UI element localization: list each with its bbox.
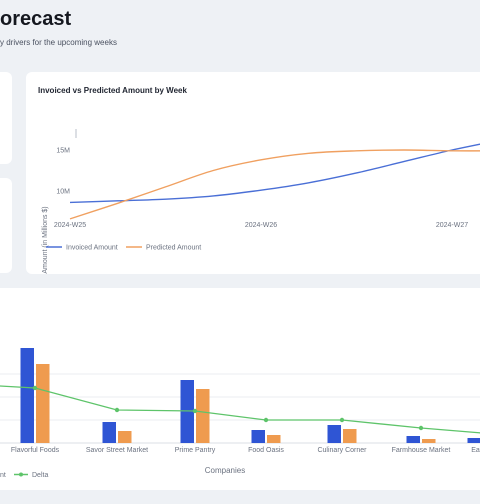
delta-point: [263, 417, 269, 423]
legend-label: Predicted Amount: [146, 245, 201, 252]
category-label: Prime Pantry: [175, 447, 216, 454]
bar-chart: Flavorful Foods Savor Street Market Prime …: [0, 348, 480, 479]
category-label: Food Oasis: [248, 447, 284, 454]
x-tick-label: 2024-W25: [54, 222, 86, 229]
bar-series-2: [343, 429, 357, 443]
y-tick-label: 15M: [56, 148, 70, 155]
category-label: Farmhouse Market: [392, 447, 451, 454]
category-label: Savor Street Market: [86, 447, 148, 454]
legend-label: Invoiced Amount: [66, 245, 118, 252]
bar-series-1: [102, 422, 116, 443]
predicted-amount-line: [69, 149, 480, 220]
category-label: Culinary Corner: [317, 447, 367, 454]
bar-chart-card: Flavorful Foods Savor Street Market Prime …: [0, 288, 480, 490]
x-tick-label: 2024-W26: [245, 222, 277, 229]
bar-series-1: [406, 436, 420, 443]
bar-series-1: [251, 430, 265, 443]
bar-series-1: [20, 348, 34, 443]
bar-series-2: [118, 431, 132, 443]
left-card-bottom: [0, 178, 12, 273]
x-axis-label: Companies: [205, 466, 245, 475]
delta-point: [32, 385, 38, 391]
bar-series-2: [267, 435, 281, 443]
category-label: Eater's: [471, 447, 480, 454]
line-chart-card: Invoiced vs Predicted Amount by Week Amo…: [26, 72, 480, 274]
bar-series-1: [327, 425, 341, 443]
delta-line: [0, 385, 480, 434]
invoiced-amount-line: [69, 143, 480, 204]
delta-point: [114, 407, 120, 413]
y-tick-label: 10M: [56, 189, 70, 196]
delta-point: [418, 425, 424, 431]
category-label: Flavorful Foods: [11, 447, 60, 454]
page-subtitle: y drivers for the upcoming weeks: [0, 38, 117, 47]
x-tick-label: 2024-W27: [436, 222, 468, 229]
left-card-top: [0, 72, 12, 164]
legend-swatch-dot: [19, 472, 23, 477]
bar-series-2: [422, 439, 436, 443]
legend-label: Delta: [32, 472, 48, 479]
bar-series-1: [467, 438, 480, 443]
delta-point: [192, 408, 198, 414]
page-title: orecast: [0, 8, 72, 30]
bar-series-2: [36, 364, 50, 443]
y-axis-label: Amount (in Millions $): [42, 206, 49, 273]
line-chart-title: Invoiced vs Predicted Amount by Week: [38, 86, 187, 95]
line-chart: Amount (in Millions $) 10M 15M 2024-W25 2024…: [42, 129, 480, 274]
legend-label: nt: [0, 472, 6, 479]
delta-point: [339, 417, 345, 423]
bar-series-2: [196, 389, 210, 443]
